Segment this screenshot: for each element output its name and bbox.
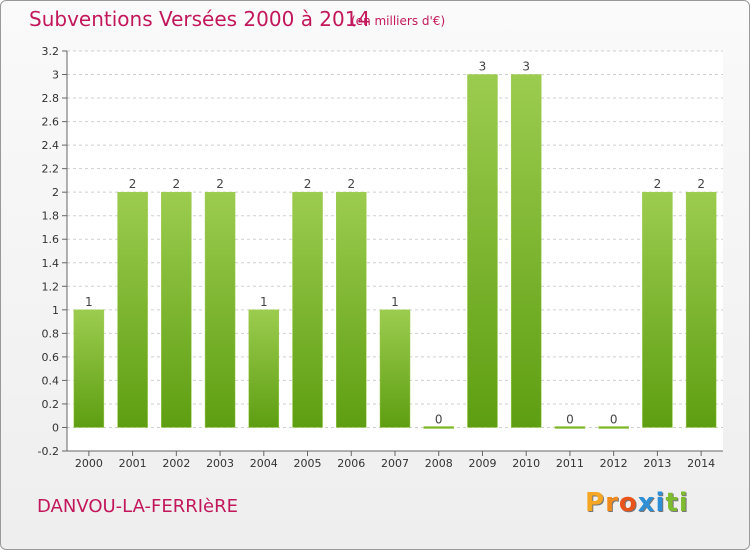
value-label-2009: 3 <box>479 60 487 74</box>
x-tick-label-2003: 2003 <box>206 457 234 470</box>
value-label-2006: 2 <box>347 177 355 191</box>
y-tick-label: 0 <box>52 421 59 434</box>
commune-name: DANVOU-LA-FERRIèRE <box>37 496 239 517</box>
x-tick-label-2001: 2001 <box>119 457 147 470</box>
y-tick-label: 3.2 <box>42 45 60 58</box>
y-tick-label: 1.4 <box>42 257 60 270</box>
bar-2001 <box>117 191 148 428</box>
bar-2007 <box>379 309 411 428</box>
value-label-2002: 2 <box>173 177 181 191</box>
value-label-2001: 2 <box>129 177 137 191</box>
value-label-2010: 3 <box>522 60 530 74</box>
value-label-2003: 2 <box>216 177 224 191</box>
bar-2005 <box>292 191 323 428</box>
y-tick-label: 0.6 <box>42 351 60 364</box>
logo-letter: i <box>655 488 666 518</box>
x-tick-label-2007: 2007 <box>381 457 409 470</box>
value-label-2013: 2 <box>654 177 662 191</box>
y-tick-label: 3 <box>52 69 59 82</box>
value-label-2004: 1 <box>260 295 268 309</box>
bar-2006 <box>336 191 367 428</box>
y-tick-label: 2.6 <box>42 116 60 129</box>
y-tick-label: 1 <box>52 304 59 317</box>
value-label-2011: 0 <box>566 412 574 426</box>
bar-2004 <box>248 309 280 428</box>
bar-2012 <box>598 426 629 429</box>
x-tick-label-2014: 2014 <box>687 457 715 470</box>
bar-2000 <box>73 309 105 428</box>
x-tick-label-2009: 2009 <box>468 457 496 470</box>
x-tick-label-2006: 2006 <box>337 457 365 470</box>
bar-2013 <box>642 191 673 428</box>
logo-letter: x <box>637 488 656 518</box>
x-tick-label-2008: 2008 <box>425 457 453 470</box>
x-tick-label-2010: 2010 <box>512 457 540 470</box>
y-tick-label: 2.4 <box>42 139 60 152</box>
y-tick-label: 2.2 <box>42 163 60 176</box>
y-tick-label: 1.2 <box>42 280 60 293</box>
bar-2009 <box>467 74 498 428</box>
y-tick-label: -0.2 <box>38 445 59 458</box>
y-tick-label: 0.4 <box>42 374 60 387</box>
logo-letter: t <box>665 488 679 518</box>
logo-letter: i <box>678 488 689 518</box>
x-tick-label-2004: 2004 <box>250 457 278 470</box>
logo-letter: o <box>618 488 638 518</box>
bar-2008 <box>423 426 454 429</box>
y-tick-label: 2.8 <box>42 92 60 105</box>
bar-2014 <box>685 191 717 428</box>
bar-2010 <box>510 74 542 428</box>
x-tick-label-2011: 2011 <box>556 457 584 470</box>
x-tick-label-2012: 2012 <box>600 457 628 470</box>
x-tick-label-2002: 2002 <box>162 457 190 470</box>
value-label-2007: 1 <box>391 295 399 309</box>
bar-2011 <box>554 426 586 429</box>
value-label-2012: 0 <box>610 412 618 426</box>
bar-2003 <box>204 191 236 428</box>
y-tick-label: 1.8 <box>42 210 60 223</box>
y-tick-label: 0.2 <box>42 398 60 411</box>
x-tick-label-2005: 2005 <box>294 457 322 470</box>
y-tick-label: 1.6 <box>42 233 60 246</box>
value-label-2005: 2 <box>304 177 312 191</box>
y-tick-label: 2 <box>52 186 59 199</box>
chart-subtitle: (en milliers d'€) <box>351 14 446 28</box>
x-tick-label-2000: 2000 <box>75 457 103 470</box>
value-label-2000: 1 <box>85 295 93 309</box>
logo-letter: r <box>605 488 619 518</box>
x-tick-label-2013: 2013 <box>643 457 671 470</box>
value-label-2008: 0 <box>435 412 443 426</box>
bar-2002 <box>161 191 192 428</box>
proxiti-logo: Proxiti <box>585 488 689 518</box>
y-tick-label: 0.8 <box>42 327 60 340</box>
logo-letter: P <box>585 488 606 518</box>
chart-title: Subventions Versées 2000 à 2014 <box>29 7 371 31</box>
value-label-2014: 2 <box>697 177 705 191</box>
